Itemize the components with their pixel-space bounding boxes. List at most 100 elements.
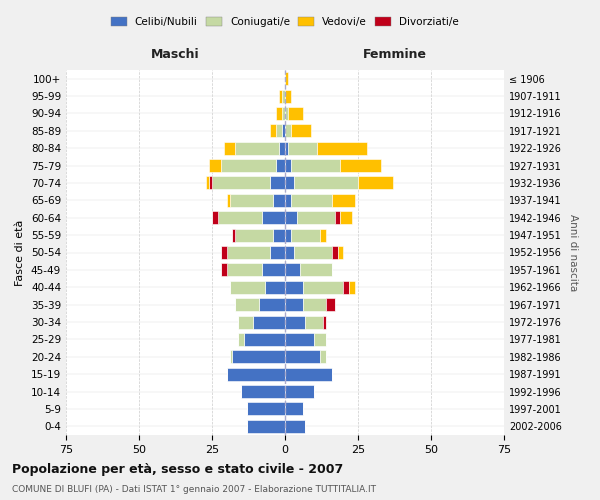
Bar xyxy=(291,159,340,172)
Bar xyxy=(227,264,262,276)
Bar xyxy=(302,298,326,311)
Bar xyxy=(294,176,358,190)
Bar xyxy=(285,90,291,102)
Bar xyxy=(291,194,332,207)
Bar xyxy=(282,90,285,102)
Bar xyxy=(241,385,285,398)
Y-axis label: Anni di nascita: Anni di nascita xyxy=(568,214,578,291)
Bar xyxy=(285,316,305,328)
Bar xyxy=(206,176,209,190)
Bar xyxy=(285,159,291,172)
Bar xyxy=(227,246,271,259)
Text: COMUNE DI BLUFI (PA) - Dati ISTAT 1° gennaio 2007 - Elaborazione TUTTITALIA.IT: COMUNE DI BLUFI (PA) - Dati ISTAT 1° gen… xyxy=(12,485,376,494)
Bar xyxy=(212,176,271,190)
Bar xyxy=(259,298,285,311)
Bar xyxy=(332,246,338,259)
Bar xyxy=(285,264,299,276)
Bar xyxy=(340,159,382,172)
Bar xyxy=(299,264,332,276)
Bar xyxy=(320,350,326,364)
Bar xyxy=(279,90,282,102)
Bar xyxy=(230,194,274,207)
Text: Maschi: Maschi xyxy=(151,48,200,62)
Bar xyxy=(265,280,285,294)
Bar xyxy=(332,194,355,207)
Bar xyxy=(302,280,343,294)
Bar xyxy=(317,142,367,154)
Bar xyxy=(232,350,285,364)
Bar xyxy=(232,228,235,241)
Bar xyxy=(326,298,335,311)
Bar xyxy=(285,246,294,259)
Bar xyxy=(235,228,274,241)
Bar xyxy=(285,107,288,120)
Bar xyxy=(262,264,285,276)
Bar xyxy=(247,420,285,433)
Bar xyxy=(235,298,259,311)
Bar xyxy=(335,211,340,224)
Bar xyxy=(323,316,326,328)
Bar xyxy=(279,142,285,154)
Bar xyxy=(285,333,314,346)
Bar xyxy=(291,124,311,138)
Bar xyxy=(296,211,335,224)
Bar xyxy=(209,176,212,190)
Bar xyxy=(314,333,326,346)
Bar xyxy=(253,316,285,328)
Bar xyxy=(338,246,343,259)
Bar xyxy=(209,159,221,172)
Bar xyxy=(227,368,285,380)
Bar xyxy=(271,124,276,138)
Bar xyxy=(288,107,302,120)
Bar xyxy=(291,228,320,241)
Bar xyxy=(224,142,235,154)
Bar xyxy=(285,402,302,415)
Bar xyxy=(343,280,349,294)
Bar xyxy=(262,211,285,224)
Bar xyxy=(285,72,288,85)
Bar xyxy=(349,280,355,294)
Bar xyxy=(271,246,285,259)
Bar xyxy=(282,124,285,138)
Bar xyxy=(305,316,323,328)
Bar xyxy=(212,211,218,224)
Bar xyxy=(276,159,285,172)
Bar xyxy=(238,333,244,346)
Bar xyxy=(282,107,285,120)
Bar xyxy=(227,194,230,207)
Bar xyxy=(285,176,294,190)
Bar xyxy=(340,211,352,224)
Bar xyxy=(285,420,305,433)
Bar xyxy=(285,350,320,364)
Bar xyxy=(276,124,282,138)
Bar xyxy=(276,107,282,120)
Bar xyxy=(238,316,253,328)
Bar xyxy=(221,159,276,172)
Bar xyxy=(230,350,232,364)
Bar xyxy=(285,385,314,398)
Bar xyxy=(244,333,285,346)
Bar xyxy=(221,246,227,259)
Bar xyxy=(285,368,332,380)
Bar xyxy=(285,228,291,241)
Bar xyxy=(285,211,296,224)
Text: Popolazione per età, sesso e stato civile - 2007: Popolazione per età, sesso e stato civil… xyxy=(12,462,343,475)
Bar xyxy=(320,228,326,241)
Bar xyxy=(274,194,285,207)
Bar xyxy=(358,176,393,190)
Bar xyxy=(285,194,291,207)
Bar xyxy=(285,124,291,138)
Bar xyxy=(285,142,288,154)
Y-axis label: Fasce di età: Fasce di età xyxy=(16,220,25,286)
Legend: Celibi/Nubili, Coniugati/e, Vedovi/e, Divorziati/e: Celibi/Nubili, Coniugati/e, Vedovi/e, Di… xyxy=(111,17,459,27)
Bar xyxy=(288,142,317,154)
Text: Femmine: Femmine xyxy=(362,48,427,62)
Bar xyxy=(221,264,227,276)
Bar xyxy=(218,211,262,224)
Bar xyxy=(247,402,285,415)
Bar xyxy=(285,280,302,294)
Bar xyxy=(235,142,279,154)
Bar xyxy=(274,228,285,241)
Bar xyxy=(271,176,285,190)
Bar xyxy=(230,280,265,294)
